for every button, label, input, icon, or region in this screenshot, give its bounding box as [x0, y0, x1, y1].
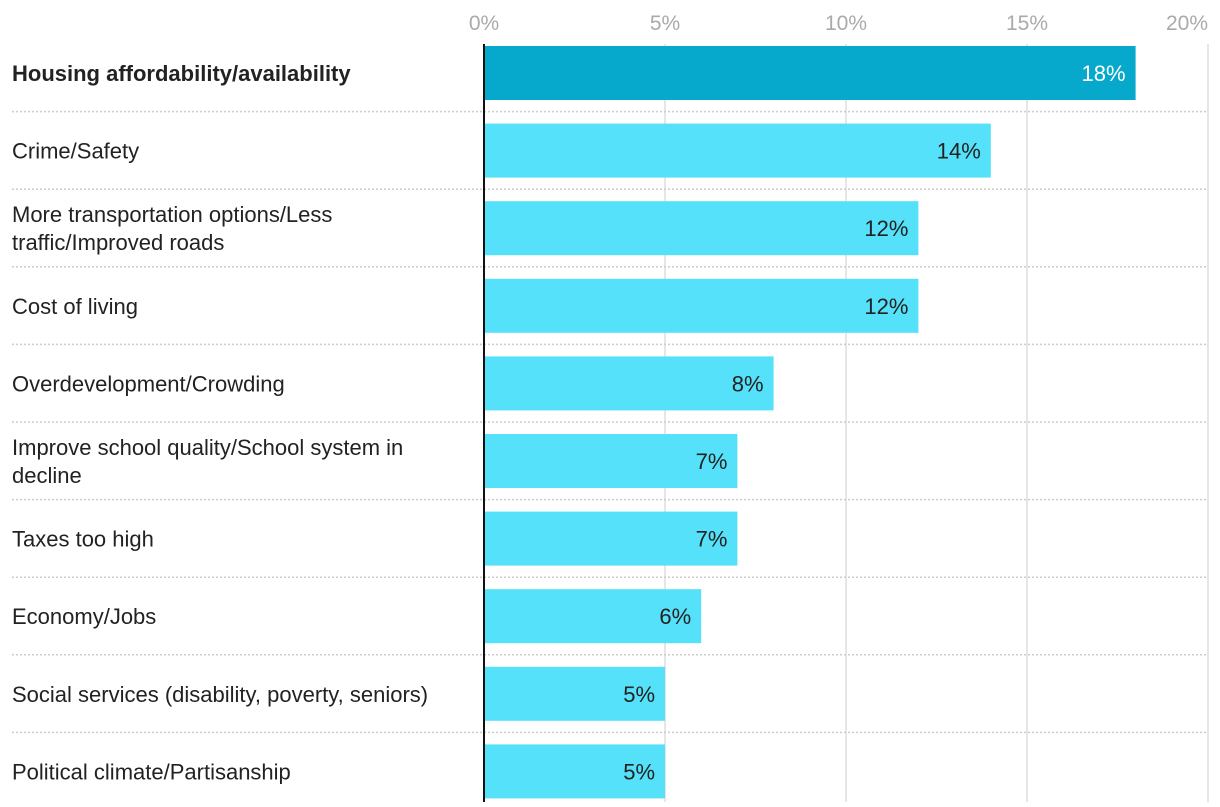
bar: [484, 434, 738, 488]
category-label-line: Crime/Safety: [12, 139, 139, 164]
category-label: Social services (disability, poverty, se…: [12, 682, 428, 707]
value-label: 18%: [1082, 61, 1126, 86]
bar: [484, 278, 919, 333]
x-tick-label: 5%: [650, 12, 680, 35]
value-label: 7%: [696, 449, 728, 474]
bar: [484, 123, 991, 178]
category-label-line: Taxes too high: [12, 527, 154, 552]
category-label: Economy/Jobs: [12, 604, 156, 629]
bar: [484, 201, 919, 256]
bars: [484, 46, 1136, 799]
category-label: Housing affordability/availability: [12, 61, 351, 86]
category-label-line: Improve school quality/School system in: [12, 435, 403, 460]
value-label: 8%: [732, 371, 764, 396]
category-label-line: Housing affordability/availability: [12, 61, 351, 86]
bar: [484, 46, 1136, 100]
value-label: 7%: [696, 527, 728, 552]
category-label: More transportation options/Less traffic/…: [12, 202, 332, 255]
category-label: Crime/Safety: [12, 139, 139, 164]
bar: [484, 511, 738, 566]
category-label-line: Economy/Jobs: [12, 604, 156, 629]
value-label: 5%: [623, 682, 655, 707]
x-tick-label: 0%: [469, 12, 499, 35]
category-label-line: Social services (disability, poverty, se…: [12, 682, 428, 707]
value-label: 12%: [864, 294, 908, 319]
category-label: Improve school quality/School system in d…: [12, 435, 403, 488]
value-label: 5%: [623, 759, 655, 784]
bar: [484, 356, 774, 411]
x-tick-label: 20%: [1166, 12, 1208, 35]
category-label: Political climate/Partisanship: [12, 759, 291, 784]
value-label: 12%: [864, 216, 908, 241]
category-label: Cost of living: [12, 294, 138, 319]
category-label-line: decline: [12, 463, 82, 488]
bar: [484, 589, 702, 644]
category-label-line: Overdevelopment/Crowding: [12, 371, 285, 396]
bar: [484, 744, 665, 799]
bar: [484, 666, 665, 721]
category-label-line: Cost of living: [12, 294, 138, 319]
category-label-line: Political climate/Partisanship: [12, 759, 291, 784]
x-tick-label: 15%: [1006, 12, 1048, 35]
row-separators: [12, 110, 1208, 734]
value-labels: 18% 14% 12% 12% 8% 7% 7% 6% 5% 5%: [623, 61, 1125, 784]
value-label: 6%: [659, 604, 691, 629]
x-axis-ticks: 0% 5% 10% 15% 20%: [469, 12, 1208, 35]
category-label-line: traffic/Improved roads: [12, 230, 224, 255]
value-label: 14%: [937, 139, 981, 164]
category-labels: Housing affordability/availability Crime/…: [12, 61, 428, 784]
category-label: Taxes too high: [12, 527, 154, 552]
x-tick-label: 10%: [825, 12, 867, 35]
category-label-line: More transportation options/Less: [12, 202, 332, 227]
category-label: Overdevelopment/Crowding: [12, 371, 285, 396]
